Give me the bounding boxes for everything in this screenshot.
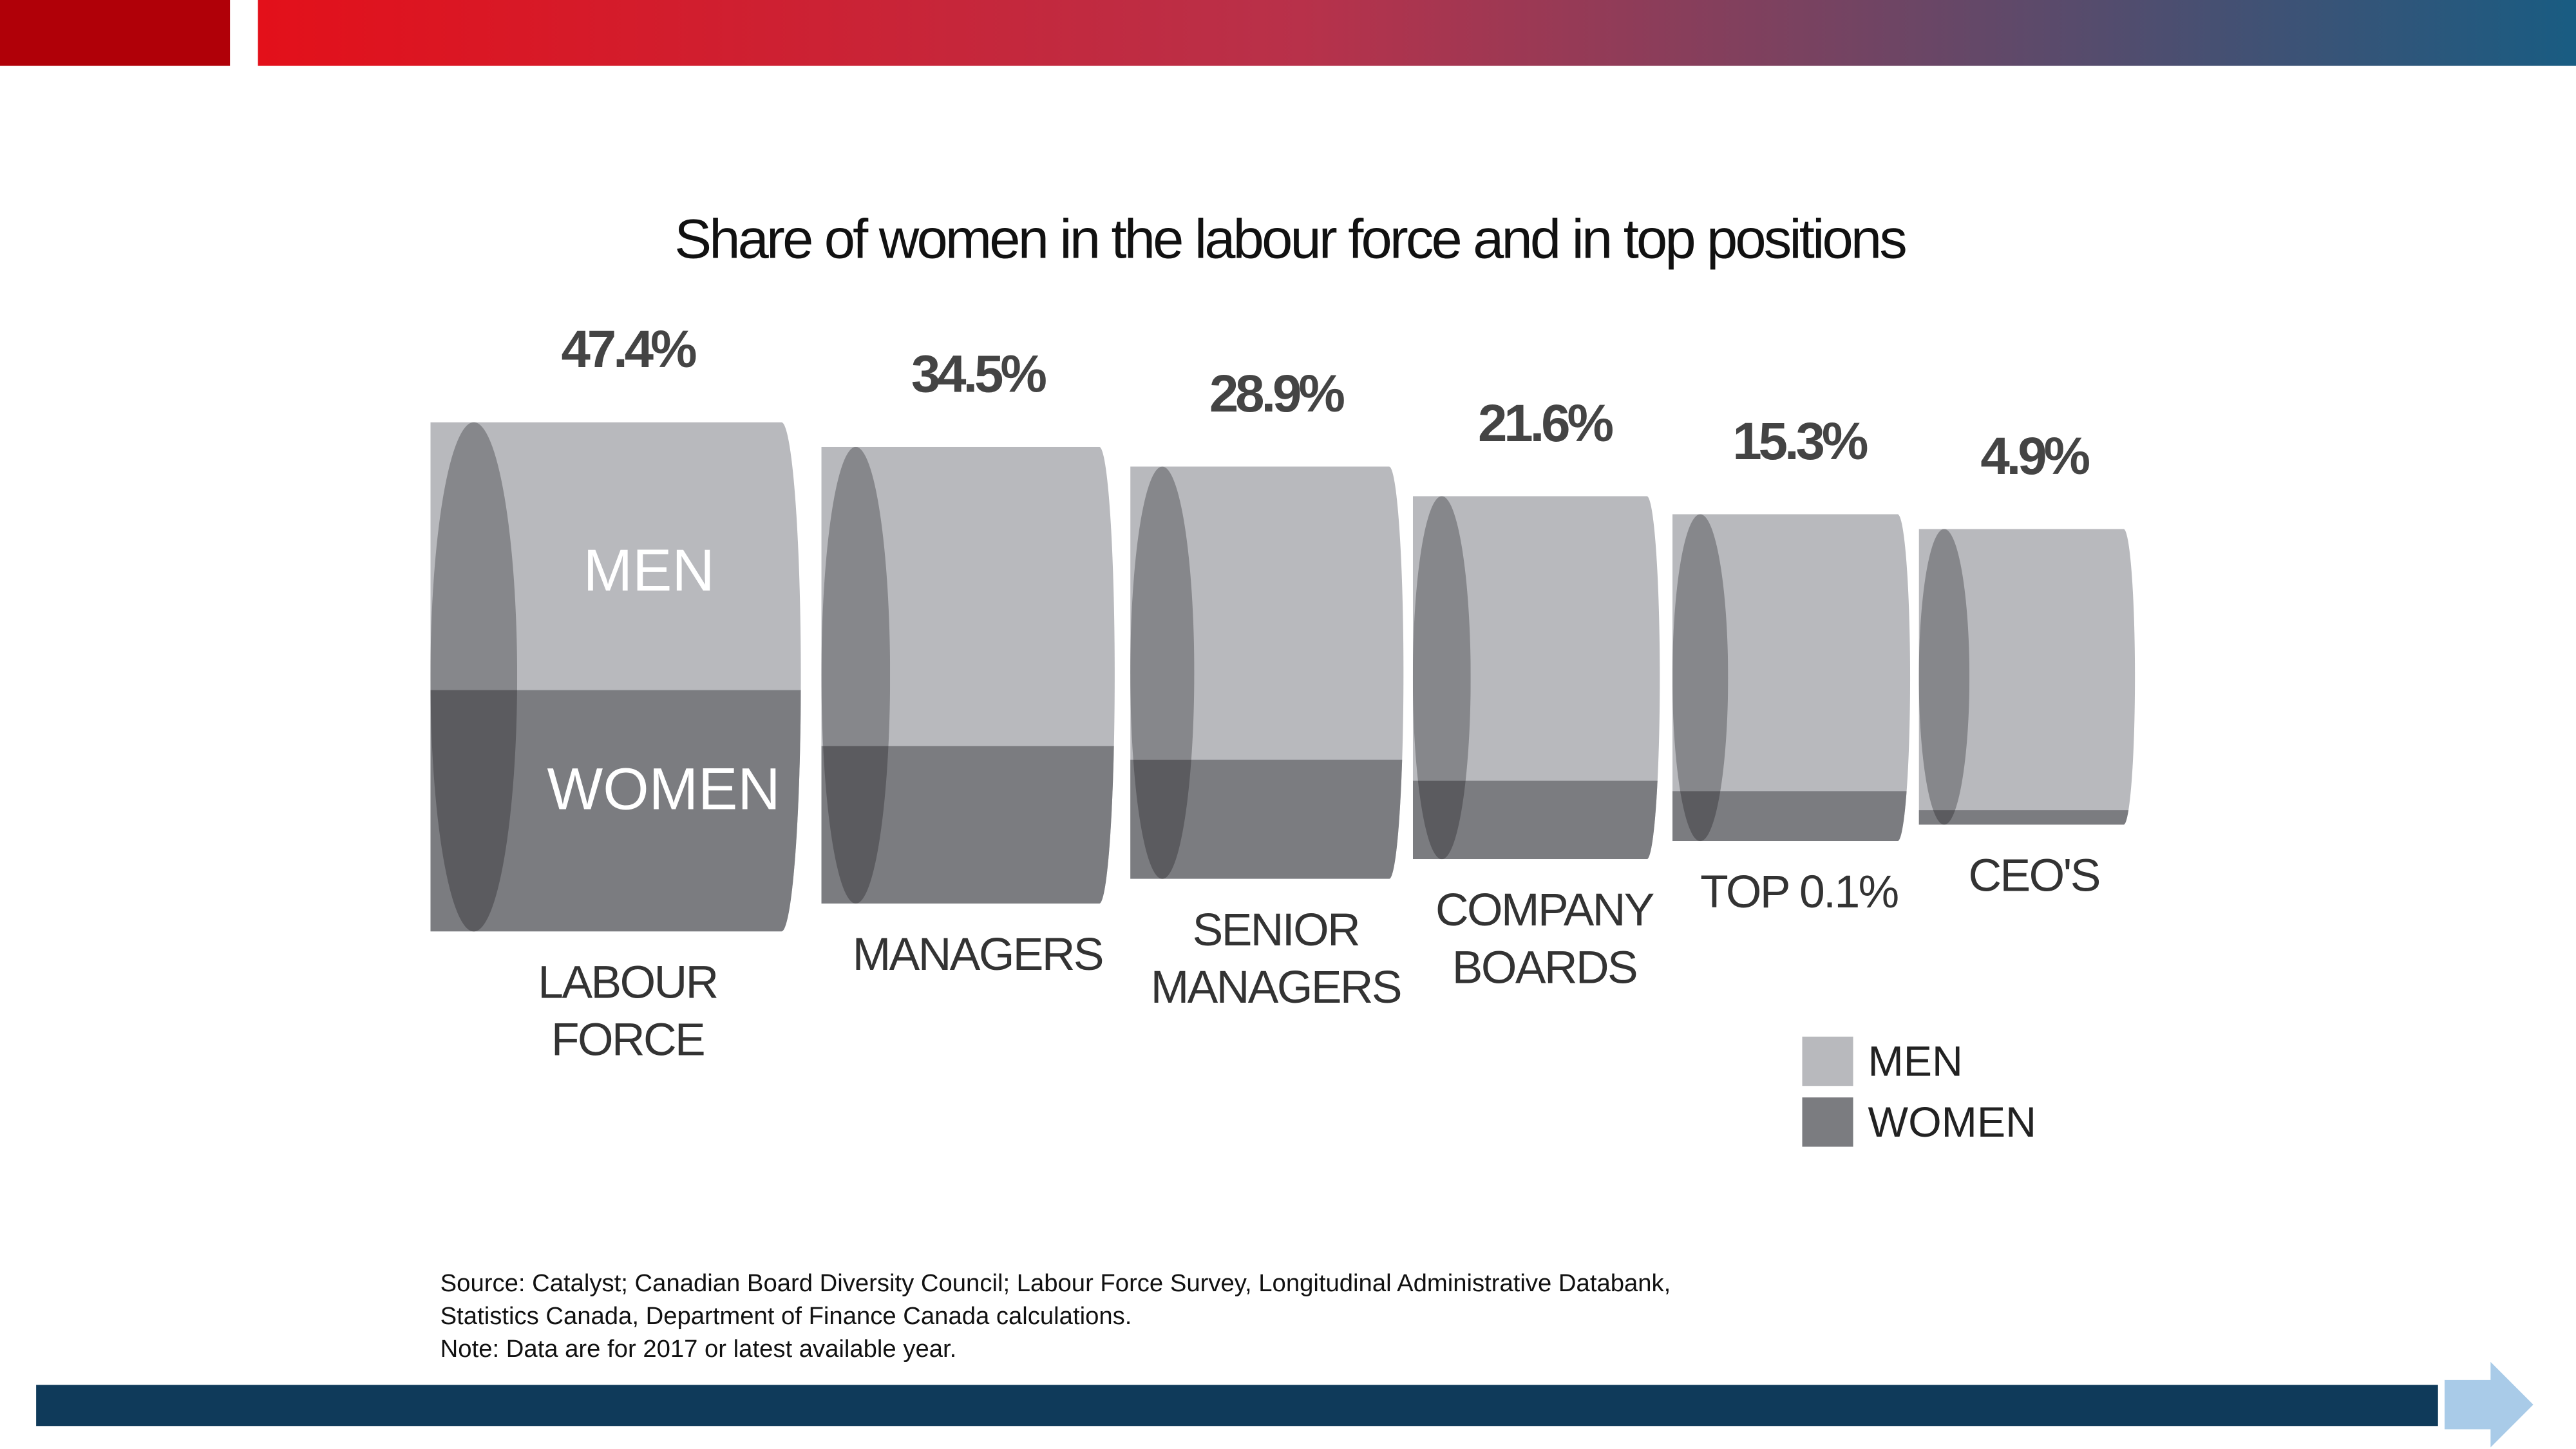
legend: MEN WOMEN (1802, 1036, 2037, 1147)
category-label: LABOUR (538, 956, 717, 1008)
plot: 47.4% LABOUR FORCE 34.5% MANAGERS 28.9% SENIOR… (430, 320, 2136, 1066)
source-note: Note: Data are for 2017 or latest availa… (440, 1335, 957, 1363)
category-label: SENIOR (1193, 904, 1359, 956)
cylinder (430, 422, 801, 932)
category-label: CEO'S (1969, 850, 2099, 902)
cylinder (1672, 514, 1911, 842)
source-note: Source: Catalyst; Canadian Board Diversi… (440, 1269, 1671, 1297)
women-segment (1918, 810, 2136, 825)
value-label: 28.9% (1209, 365, 1344, 423)
category-label: COMPANY (1435, 884, 1654, 936)
category-label: TOP 0.1% (1700, 866, 1897, 918)
next-arrow[interactable] (2444, 1361, 2533, 1448)
value-label: 4.9% (1980, 427, 2089, 486)
category-label: FORCE (551, 1014, 704, 1066)
source-note: Statistics Canada, Department of Finance… (440, 1302, 1132, 1330)
chart-title: Share of women in the labour force and i… (674, 207, 1906, 270)
legend-swatch (1802, 1036, 1853, 1086)
value-label: 47.4% (562, 320, 696, 379)
header-bar (258, 0, 2576, 66)
footer-bar (36, 1385, 2438, 1426)
face-men (1918, 529, 1970, 811)
annotation: MEN (583, 538, 715, 603)
face-men (1672, 514, 1728, 791)
cylinder (1130, 466, 1404, 879)
notes: Source: Catalyst; Canadian Board Diversi… (440, 1269, 1671, 1363)
value-label: 34.5% (911, 345, 1046, 403)
category-label: BOARDS (1452, 942, 1636, 994)
cylinder (1412, 496, 1660, 860)
legend-swatch (1802, 1097, 1853, 1147)
legend-label: WOMEN (1868, 1099, 2037, 1146)
category-label: MANAGERS (1151, 961, 1401, 1013)
value-label: 21.6% (1478, 394, 1613, 453)
value-label: 15.3% (1732, 412, 1867, 471)
cylinder (821, 446, 1115, 904)
face-men (1412, 496, 1471, 781)
legend-label: MEN (1868, 1038, 1963, 1086)
header-block (0, 0, 231, 66)
cylinder (1918, 529, 2136, 825)
category-label: MANAGERS (853, 929, 1103, 980)
annotation: WOMEN (547, 756, 781, 822)
